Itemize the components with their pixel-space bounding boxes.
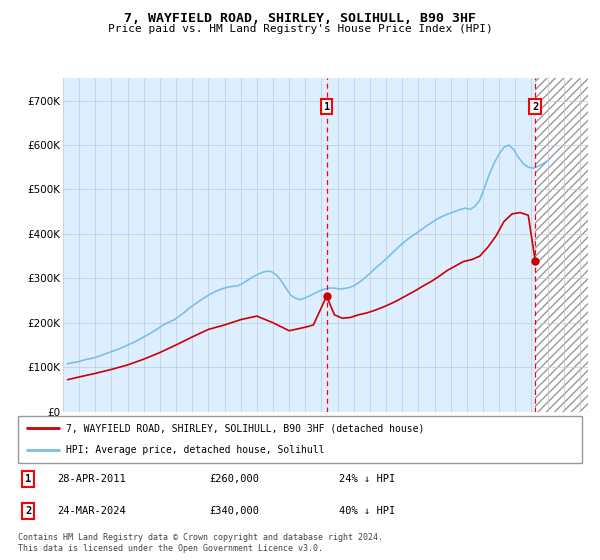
Text: 2: 2 <box>532 102 538 112</box>
Text: 1: 1 <box>25 474 31 484</box>
Text: 28-APR-2011: 28-APR-2011 <box>58 474 126 484</box>
Text: 1: 1 <box>323 102 330 112</box>
Text: 7, WAYFIELD ROAD, SHIRLEY, SOLIHULL, B90 3HF: 7, WAYFIELD ROAD, SHIRLEY, SOLIHULL, B90… <box>124 12 476 25</box>
Bar <box>535 78 588 412</box>
Text: 7, WAYFIELD ROAD, SHIRLEY, SOLIHULL, B90 3HF (detached house): 7, WAYFIELD ROAD, SHIRLEY, SOLIHULL, B90… <box>66 423 424 433</box>
Text: 2: 2 <box>25 506 31 516</box>
FancyBboxPatch shape <box>18 416 582 463</box>
Text: 40% ↓ HPI: 40% ↓ HPI <box>340 506 396 516</box>
Text: 24-MAR-2024: 24-MAR-2024 <box>58 506 126 516</box>
Text: £260,000: £260,000 <box>210 474 260 484</box>
Text: £340,000: £340,000 <box>210 506 260 516</box>
Text: Contains HM Land Registry data © Crown copyright and database right 2024.
This d: Contains HM Land Registry data © Crown c… <box>18 533 383 553</box>
Text: Price paid vs. HM Land Registry's House Price Index (HPI): Price paid vs. HM Land Registry's House … <box>107 24 493 34</box>
Text: 24% ↓ HPI: 24% ↓ HPI <box>340 474 396 484</box>
Text: HPI: Average price, detached house, Solihull: HPI: Average price, detached house, Soli… <box>66 445 325 455</box>
